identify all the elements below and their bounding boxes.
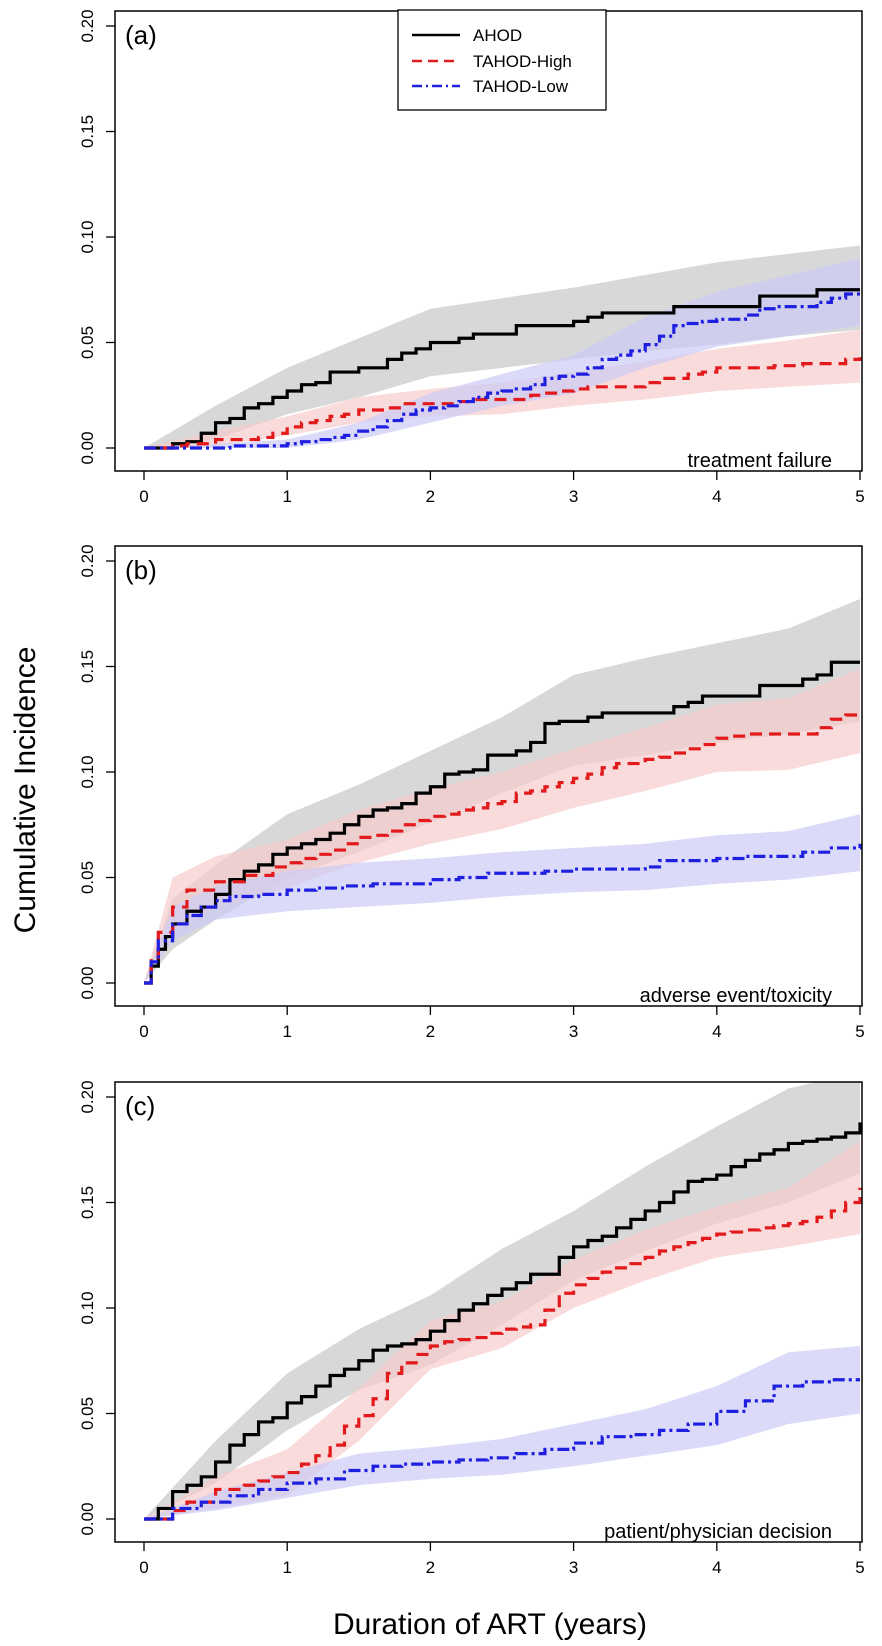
x-tick-label: 4 <box>712 487 721 506</box>
panel-tag-c: (c) <box>125 1091 155 1121</box>
ci-band-tahod-low <box>144 1345 860 1519</box>
series-line-ahod <box>144 288 860 450</box>
x-tick-label: 2 <box>426 487 435 506</box>
y-tick-label: 0.10 <box>78 220 97 253</box>
x-tick-label: 0 <box>139 487 148 506</box>
x-tick-label: 0 <box>139 1022 148 1041</box>
x-tick-label: 1 <box>282 1558 291 1577</box>
y-tick-label: 0.15 <box>78 650 97 683</box>
panel-a: 0 1 2 3 4 5 0.00 0.05 0.10 0.15 0.20 (a) treatment f… <box>78 9 865 506</box>
y-tick-label: 0.00 <box>78 966 97 999</box>
plot-frame-c <box>114 1081 863 1543</box>
x-tick-label: 3 <box>569 487 578 506</box>
x-tick-label: 5 <box>855 1022 864 1041</box>
x-tick-label: 1 <box>282 487 291 506</box>
x-tick-label: 2 <box>426 1558 435 1577</box>
legend-label-ahod: AHOD <box>473 26 522 45</box>
y-tick-label: 0.15 <box>78 115 97 148</box>
x-tick-label: 5 <box>855 487 864 506</box>
x-tick-label: 1 <box>282 1022 291 1041</box>
series-line-tahod-low <box>144 1378 860 1521</box>
y-tick-label: 0.10 <box>78 1291 97 1324</box>
y-tick-label: 0.20 <box>78 9 97 42</box>
panel-c: 0 1 2 3 4 5 0.00 0.05 0.10 0.15 0.20 (c) patient/phy… <box>78 1080 865 1577</box>
series-line-tahod-low <box>144 292 860 450</box>
ci-band-tahod-high <box>144 1141 860 1519</box>
x-tick-label: 5 <box>855 1558 864 1577</box>
panel-tag-b: (b) <box>125 555 157 585</box>
ci-band-ahod <box>144 245 860 448</box>
plot-frame-b <box>114 545 863 1007</box>
y-tick-label: 0.00 <box>78 431 97 464</box>
x-tick-label: 3 <box>569 1558 578 1577</box>
y-tick-label: 0.00 <box>78 1502 97 1535</box>
plot-area-c <box>143 1082 862 1521</box>
y-tick-label: 0.10 <box>78 755 97 788</box>
x-axis-title: Duration of ART (years) <box>333 1608 647 1641</box>
y-tick-label: 0.05 <box>78 861 97 894</box>
legend: AHOD TAHOD-High TAHOD-Low <box>397 9 607 111</box>
x-tick-label: 3 <box>569 1022 578 1041</box>
series-line-tahod-high <box>144 1187 862 1521</box>
legend-label-tahod-high: TAHOD-High <box>473 52 572 71</box>
panel-b: 0 1 2 3 4 5 0.00 0.05 0.10 0.15 0.20 (b) adverse eve… <box>78 544 865 1041</box>
panel-annotation-a: treatment failure <box>687 450 832 472</box>
ci-band-tahod-high <box>144 668 860 983</box>
plot-area-b <box>143 598 862 985</box>
panel-annotation-b: adverse event/toxicity <box>640 985 832 1007</box>
y-axis-title: Cumulative Incidence <box>9 647 42 934</box>
series-line-tahod-high <box>144 357 862 450</box>
x-tick-label: 2 <box>426 1022 435 1041</box>
y-tick-label: 0.05 <box>78 326 97 359</box>
series-line-ahod <box>144 1122 862 1521</box>
series-line-tahod-low <box>144 843 862 985</box>
panel-tag-a: (a) <box>125 20 157 50</box>
x-tick-label: 4 <box>712 1022 721 1041</box>
y-tick-label: 0.20 <box>78 544 97 577</box>
panel-annotation-c: patient/physician decision <box>604 1521 832 1543</box>
y-tick-label: 0.15 <box>78 1186 97 1219</box>
plot-area-a <box>143 245 862 450</box>
x-tick-label: 0 <box>139 1558 148 1577</box>
x-tick-label: 4 <box>712 1558 721 1577</box>
legend-label-tahod-low: TAHOD-Low <box>473 77 569 96</box>
y-tick-label: 0.05 <box>78 1397 97 1430</box>
y-tick-label: 0.20 <box>78 1080 97 1113</box>
ci-band-tahod-low <box>144 814 860 983</box>
